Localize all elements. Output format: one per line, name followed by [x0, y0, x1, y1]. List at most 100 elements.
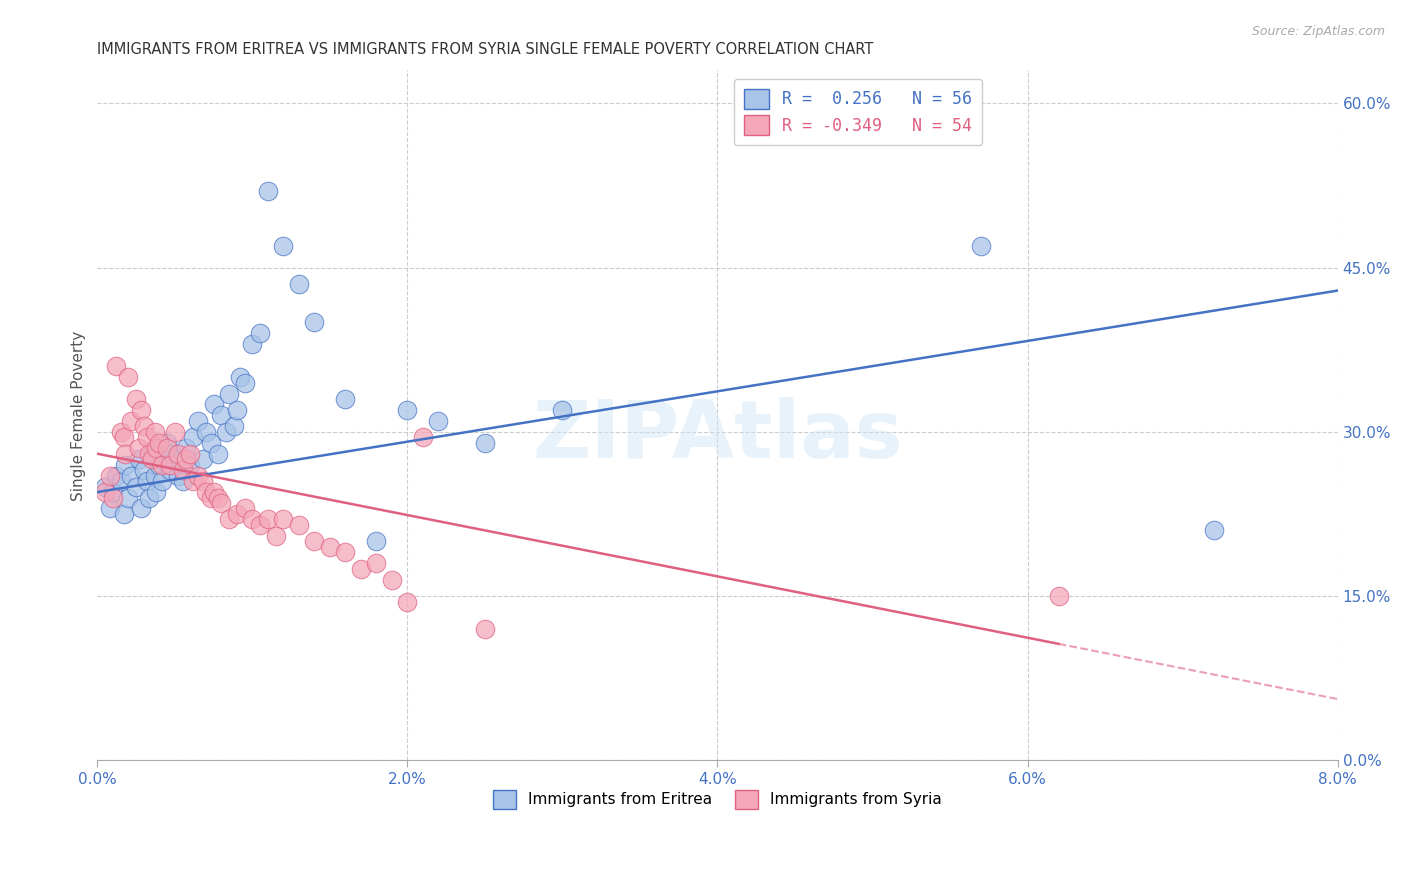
Point — [163, 425, 186, 439]
Point — [112, 507, 135, 521]
Point — [114, 447, 136, 461]
Point — [117, 491, 139, 505]
Point — [218, 512, 240, 526]
Point — [163, 452, 186, 467]
Point — [1047, 589, 1070, 603]
Point — [200, 435, 222, 450]
Point — [104, 468, 127, 483]
Point — [152, 458, 174, 472]
Point — [242, 337, 264, 351]
Point — [117, 370, 139, 384]
Point — [136, 430, 159, 444]
Point — [229, 370, 252, 384]
Point — [350, 562, 373, 576]
Point — [335, 392, 357, 406]
Point — [257, 184, 280, 198]
Point — [288, 517, 311, 532]
Point — [474, 435, 496, 450]
Point — [128, 442, 150, 456]
Legend: Immigrants from Eritrea, Immigrants from Syria: Immigrants from Eritrea, Immigrants from… — [486, 784, 948, 814]
Text: ZIPAtlas: ZIPAtlas — [531, 397, 903, 475]
Point — [304, 534, 326, 549]
Point — [98, 468, 121, 483]
Point — [970, 238, 993, 252]
Point — [335, 545, 357, 559]
Point — [209, 496, 232, 510]
Point — [233, 501, 256, 516]
Point — [183, 474, 205, 488]
Point — [125, 392, 148, 406]
Point — [427, 414, 450, 428]
Point — [112, 430, 135, 444]
Point — [233, 376, 256, 390]
Point — [160, 447, 183, 461]
Point — [101, 485, 124, 500]
Point — [132, 419, 155, 434]
Point — [143, 468, 166, 483]
Point — [167, 468, 190, 483]
Point — [202, 485, 225, 500]
Point — [1202, 524, 1225, 538]
Point — [104, 359, 127, 373]
Point — [242, 512, 264, 526]
Point — [249, 326, 271, 341]
Point — [174, 452, 197, 467]
Point — [396, 594, 419, 608]
Point — [366, 556, 388, 570]
Point — [143, 425, 166, 439]
Point — [141, 452, 163, 467]
Point — [202, 397, 225, 411]
Point — [249, 517, 271, 532]
Point — [187, 468, 209, 483]
Point — [288, 277, 311, 291]
Point — [156, 442, 179, 456]
Point — [215, 425, 238, 439]
Point — [145, 442, 167, 456]
Point — [273, 238, 295, 252]
Point — [551, 403, 574, 417]
Point — [167, 447, 190, 461]
Text: IMMIGRANTS FROM ERITREA VS IMMIGRANTS FROM SYRIA SINGLE FEMALE POVERTY CORRELATI: IMMIGRANTS FROM ERITREA VS IMMIGRANTS FR… — [97, 42, 873, 57]
Point — [222, 419, 245, 434]
Point — [396, 403, 419, 417]
Point — [412, 430, 434, 444]
Point — [225, 403, 247, 417]
Point — [366, 534, 388, 549]
Point — [120, 468, 142, 483]
Y-axis label: Single Female Poverty: Single Female Poverty — [72, 330, 86, 500]
Text: Source: ZipAtlas.com: Source: ZipAtlas.com — [1251, 25, 1385, 38]
Point — [94, 485, 117, 500]
Point — [110, 425, 132, 439]
Point — [183, 430, 205, 444]
Point — [148, 458, 170, 472]
Point — [125, 480, 148, 494]
Point — [187, 414, 209, 428]
Point — [174, 442, 197, 456]
Point — [94, 480, 117, 494]
Point — [145, 485, 167, 500]
Point — [225, 507, 247, 521]
Point — [191, 474, 214, 488]
Point — [264, 529, 287, 543]
Point — [179, 447, 201, 461]
Point — [128, 452, 150, 467]
Point — [156, 435, 179, 450]
Point — [148, 435, 170, 450]
Point — [209, 409, 232, 423]
Point — [194, 425, 217, 439]
Point — [179, 458, 201, 472]
Point — [101, 491, 124, 505]
Point — [136, 474, 159, 488]
Point — [172, 474, 194, 488]
Point — [114, 458, 136, 472]
Point — [191, 452, 214, 467]
Point — [138, 447, 160, 461]
Point — [159, 463, 181, 477]
Point — [381, 573, 404, 587]
Point — [474, 622, 496, 636]
Point — [273, 512, 295, 526]
Point — [110, 474, 132, 488]
Point — [218, 386, 240, 401]
Point — [141, 447, 163, 461]
Point — [194, 485, 217, 500]
